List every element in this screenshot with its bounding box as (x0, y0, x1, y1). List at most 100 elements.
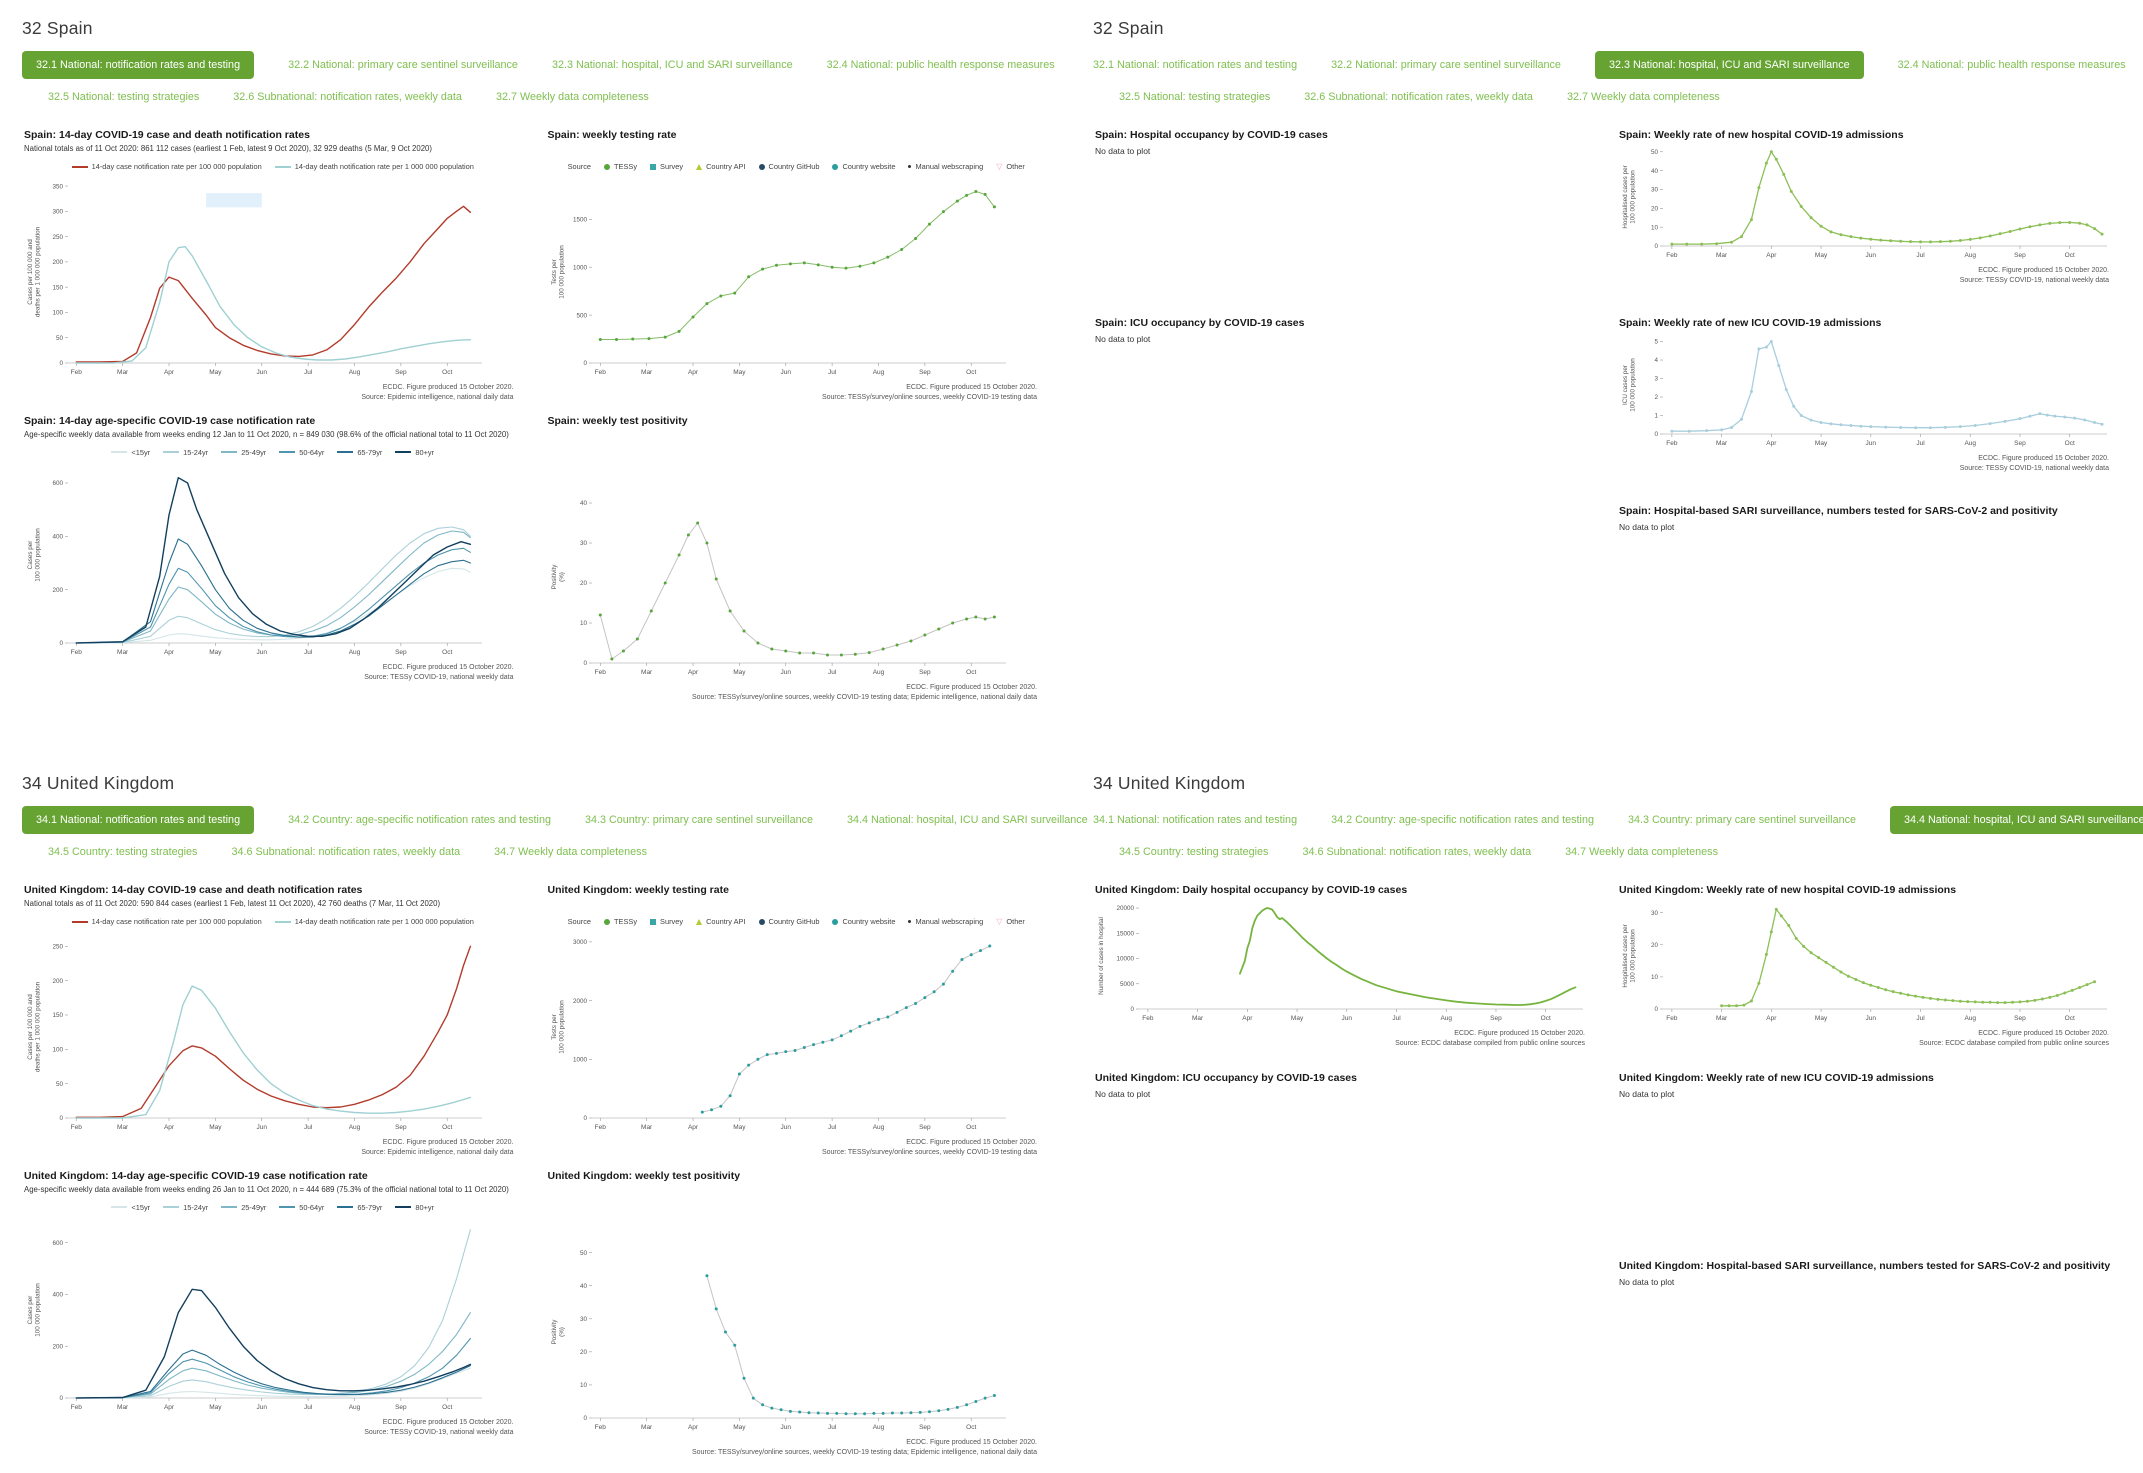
svg-text:Jul: Jul (304, 1124, 313, 1131)
tab-34-5-country-testing-strategies[interactable]: 34.5 Country: testing strategies (48, 846, 198, 858)
plot-united-kingdom-weekly-testing-rate[interactable]: Tests per 100 000 population 0 1000 2000 3000… (548, 930, 1016, 1136)
legend-item-15yr[interactable]: <15yr (111, 1203, 150, 1212)
svg-text:Jul: Jul (827, 1124, 836, 1131)
legend-item-80-yr[interactable]: 80+yr (395, 1203, 434, 1212)
legend-swatch-icon (111, 451, 128, 454)
chart-subtitle (548, 899, 1046, 910)
legend-item-manual-webscraping[interactable]: Manual webscraping (908, 162, 983, 171)
tab-34-3-country-primary-care-sentinel-surveillance[interactable]: 34.3 Country: primary care sentinel surv… (1627, 814, 1856, 826)
tab-34-2-country-age-specific-notification-rates-and[interactable]: 34.2 Country: age-specific notification … (288, 814, 551, 826)
tab-34-6-subnational-notification-rates-weekly-data[interactable]: 34.6 Subnational: notification rates, we… (231, 846, 461, 858)
tab-34-1-national-notification-rates-and-testing[interactable]: 34.1 National: notification rates and te… (22, 806, 255, 834)
plot-united-kingdom-weekly-rate-of-new-hospital-covid[interactable]: Hospitalised cases per 100 000 population… (1619, 897, 2117, 1027)
legend-item-65-79yr[interactable]: 65-79yr (337, 1203, 382, 1212)
svg-text:Tests per: Tests per (551, 1014, 558, 1040)
svg-text:20: 20 (1651, 942, 1659, 949)
svg-text:Jun: Jun (1866, 1015, 1877, 1022)
chart-title: United Kingdom: Daily hospital occupancy… (1095, 884, 1408, 896)
tab-32-4-national-public-health-response-measures[interactable]: 32.4 National: public health response me… (826, 59, 1055, 71)
legend-item-65-79yr[interactable]: 65-79yr (337, 448, 382, 457)
svg-text:Sep: Sep (919, 369, 931, 376)
section-heading: 34 United Kingdom (1093, 773, 1246, 793)
legend-swatch-icon (337, 1206, 354, 1209)
tab-32-2-national-primary-care-sentinel-surveillance[interactable]: 32.2 National: primary care sentinel sur… (1331, 59, 1561, 71)
svg-text:May: May (1815, 252, 1828, 259)
tab-34-4-national-hospital-icu-and-sari-surveillance[interactable]: 34.4 National: hospital, ICU and SARI su… (1890, 806, 2143, 834)
tab-34-4-national-hospital-icu-and-sari-surveillance[interactable]: 34.4 National: hospital, ICU and SARI su… (847, 814, 1088, 826)
tab-32-5-national-testing-strategies[interactable]: 32.5 National: testing strategies (48, 91, 200, 103)
plot-spain-weekly-rate-of-new-icu-covid-19-admissions[interactable]: ICU cases per 100 000 population 0 1 2 3 4 5 Feb… (1619, 330, 2117, 452)
tab-32-4-national-public-health-response-measures[interactable]: 32.4 National: public health response me… (1897, 59, 2126, 71)
tab-34-3-country-primary-care-sentinel-surveillance[interactable]: 34.3 Country: primary care sentinel surv… (584, 814, 813, 826)
legend-item-survey[interactable]: Survey (650, 162, 683, 171)
svg-text:0: 0 (1130, 1006, 1134, 1013)
legend-item-80-yr[interactable]: 80+yr (395, 448, 434, 457)
plot-united-kingdom-daily-hospital-occupancy-by-covid[interactable]: Number of cases in hospital 0 5000 10000 150… (1095, 897, 1593, 1027)
legend-item-tessy[interactable]: TESSy (604, 917, 637, 926)
tab-32-2-national-primary-care-sentinel-surveillance[interactable]: 32.2 National: primary care sentinel sur… (288, 59, 518, 71)
legend-item-14-day-case-notification-rate-per-100-000-popula[interactable]: 14-day case notification rate per 100 00… (71, 162, 262, 171)
tab-34-7-weekly-data-completeness[interactable]: 34.7 Weekly data completeness (1565, 846, 1718, 858)
legend-item-14-day-death-notification-rate-per-1-000-000-pop[interactable]: 14-day death notification rate per 1 000… (274, 162, 474, 171)
tab-34-7-weekly-data-completeness[interactable]: 34.7 Weekly data completeness (494, 846, 647, 858)
tab-34-5-country-testing-strategies[interactable]: 34.5 Country: testing strategies (1119, 846, 1269, 858)
plot-united-kingdom-14-day-age-specific-covid-19-case[interactable]: Cases per 100 000 population 0 200 400 600 Feb… (24, 1216, 492, 1416)
legend-item-15yr[interactable]: <15yr (111, 448, 150, 457)
plot-spain-14-day-age-specific-covid-19-case-notifica[interactable]: Cases per 100 000 population 0 200 400 600 Feb… (24, 461, 492, 661)
tab-32-6-subnational-notification-rates-weekly-data[interactable]: 32.6 Subnational: notification rates, we… (1304, 91, 1533, 103)
tab-34-6-subnational-notification-rates-weekly-data[interactable]: 34.6 Subnational: notification rates, we… (1302, 846, 1532, 858)
legend-item-14-day-case-notification-rate-per-100-000-popula[interactable]: 14-day case notification rate per 100 00… (71, 917, 262, 926)
plot-spain-weekly-testing-rate[interactable]: Tests per 100 000 population 0 500 1000 1500 F… (548, 175, 1016, 381)
chart-card: Spain: ICU occupancy by COVID-19 cases No… (1095, 317, 1593, 493)
legend-item-country-github[interactable]: Country GitHub (758, 917, 819, 926)
chart-title: United Kingdom: 14-day COVID-19 case and… (24, 884, 363, 896)
tabs-row-1: 32.1 National: notification rates and te… (1093, 51, 2126, 79)
plot-spain-14-day-covid-19-case-and-death-notificatio[interactable]: Cases per 100 000 and deaths per 1 000 00… (24, 175, 492, 381)
tab-32-1-national-notification-rates-and-testing[interactable]: 32.1 National: notification rates and te… (1093, 59, 1298, 71)
plot-united-kingdom-weekly-test-positivity[interactable]: Positivity (%) 0 10 20 30 40 50 Feb Mar Apr May Jun J… (548, 1240, 1016, 1436)
tab-34-1-national-notification-rates-and-testing[interactable]: 34.1 National: notification rates and te… (1093, 814, 1298, 826)
tab-32-3-national-hospital-icu-and-sari-surveillance[interactable]: 32.3 National: hospital, ICU and SARI su… (551, 59, 793, 71)
legend-item-country-api[interactable]: Country API (696, 162, 746, 171)
legend-item-survey[interactable]: Survey (650, 917, 683, 926)
svg-text:400: 400 (52, 533, 63, 540)
legend-item-15-24yr[interactable]: 15-24yr (163, 448, 208, 457)
legend-item-other[interactable]: ▽ Other (996, 162, 1025, 171)
legend-item-country-website[interactable]: Country website (832, 917, 895, 926)
legend-item-15-24yr[interactable]: 15-24yr (163, 1203, 208, 1212)
plot-united-kingdom-14-day-covid-19-case-and-death-no[interactable]: Cases per 100 000 and deaths per 1 000 00… (24, 930, 492, 1136)
tab-32-7-weekly-data-completeness[interactable]: 32.7 Weekly data completeness (495, 91, 649, 103)
legend-item-country-website[interactable]: Country website (832, 162, 895, 171)
legend-item-25-49yr[interactable]: 25-49yr (221, 448, 266, 457)
section-heading: 32 Spain (1093, 18, 1164, 38)
svg-text:Mar: Mar (1716, 440, 1728, 447)
legend-item-manual-webscraping[interactable]: Manual webscraping (908, 917, 983, 926)
tab-32-5-national-testing-strategies[interactable]: 32.5 National: testing strategies (1119, 91, 1271, 103)
legend-item-14-day-death-notification-rate-per-1-000-000-pop[interactable]: 14-day death notification rate per 1 000… (274, 917, 474, 926)
tab-32-6-subnational-notification-rates-weekly-data[interactable]: 32.6 Subnational: notification rates, we… (233, 91, 462, 103)
legend-item-tessy[interactable]: TESSy (604, 162, 637, 171)
legend-swatch-icon (908, 165, 912, 169)
svg-text:20: 20 (579, 580, 587, 587)
plot-spain-weekly-test-positivity[interactable]: Positivity (%) 0 10 20 30 40 Feb Mar Apr May Jun Jul… (548, 485, 1016, 681)
legend-item-50-64yr[interactable]: 50-64yr (279, 448, 324, 457)
legend-label: Manual webscraping (915, 162, 984, 172)
svg-text:3: 3 (1654, 376, 1658, 383)
tab-32-3-national-hospital-icu-and-sari-surveillance[interactable]: 32.3 National: hospital, ICU and SARI su… (1594, 51, 1864, 79)
svg-text:Oct: Oct (1541, 1015, 1551, 1022)
svg-text:Positivity: Positivity (551, 1319, 558, 1345)
svg-text:Sep: Sep (1490, 1015, 1502, 1022)
tab-32-7-weekly-data-completeness[interactable]: 32.7 Weekly data completeness (1566, 91, 1720, 103)
svg-text:250: 250 (52, 234, 63, 241)
legend-item-other[interactable]: ▽ Other (996, 917, 1025, 926)
legend-item-50-64yr[interactable]: 50-64yr (279, 1203, 324, 1212)
legend-item-country-github[interactable]: Country GitHub (758, 162, 819, 171)
legend-item-country-api[interactable]: Country API (696, 917, 746, 926)
tab-32-1-national-notification-rates-and-testing[interactable]: 32.1 National: notification rates and te… (22, 51, 255, 79)
svg-text:Positivity: Positivity (551, 564, 558, 590)
section-heading: 34 United Kingdom (22, 773, 175, 793)
tab-34-2-country-age-specific-notification-rates-and[interactable]: 34.2 Country: age-specific notification … (1331, 814, 1594, 826)
legend-item-25-49yr[interactable]: 25-49yr (221, 1203, 266, 1212)
plot-spain-weekly-rate-of-new-hospital-covid-19-admis[interactable]: Hospitalised cases per 100 000 population… (1619, 142, 2117, 264)
legend-swatch-icon: ▽ (996, 916, 1003, 926)
